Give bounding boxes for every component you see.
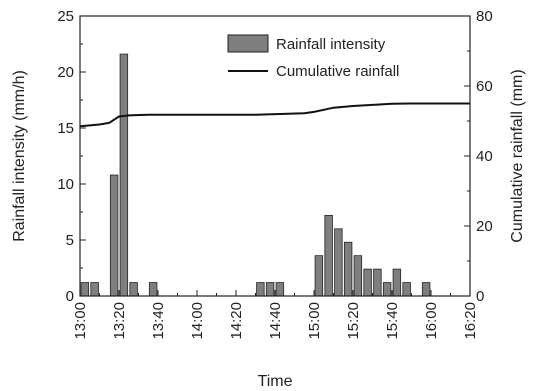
rainfall-intensity-bar bbox=[343, 241, 353, 297]
legend-bar-label: Rainfall intensity bbox=[276, 36, 386, 53]
plot-frame bbox=[79, 15, 471, 297]
y-left-tick-label: 20 bbox=[57, 64, 74, 81]
y-left-tick-label: 5 bbox=[66, 232, 74, 249]
rainfall-intensity-bar bbox=[392, 268, 402, 297]
rainfall-intensity-bar bbox=[402, 282, 411, 297]
rainfall-intensity-bar bbox=[109, 174, 119, 297]
legend-bar-swatch bbox=[227, 34, 269, 53]
y-left-tick-label: 0 bbox=[66, 288, 74, 305]
left-y-axis-title: Rainfall intensity (mm/h) bbox=[11, 70, 28, 242]
rainfall-intensity-bar bbox=[129, 282, 138, 297]
y-right-tick-label: 60 bbox=[476, 78, 493, 95]
rainfall-intensity-bar bbox=[90, 282, 99, 297]
x-tick-label: 15:20 bbox=[345, 302, 362, 340]
x-tick-label: 13:40 bbox=[150, 302, 167, 340]
x-tick-label: 14:00 bbox=[189, 302, 206, 340]
rainfall-intensity-bar bbox=[275, 282, 285, 297]
x-tick-label: 13:00 bbox=[72, 302, 89, 340]
y-left-tick-label: 10 bbox=[57, 176, 74, 193]
right-y-axis-title: Cumulative rainfall (mm) bbox=[509, 69, 526, 242]
y-right-tick-label: 80 bbox=[476, 8, 493, 25]
y-left-tick-label: 25 bbox=[57, 8, 74, 25]
rainfall-intensity-bar bbox=[80, 282, 90, 297]
rainfall-intensity-bar bbox=[373, 268, 382, 297]
rainfall-intensity-bar bbox=[353, 255, 363, 297]
rainfall-intensity-bar bbox=[363, 268, 372, 297]
rainfall-intensity-bar bbox=[382, 282, 392, 297]
legend: Rainfall intensity Cumulative rainfall bbox=[227, 34, 399, 80]
x-tick-label: 14:20 bbox=[228, 302, 245, 340]
rainfall-intensity-bar bbox=[421, 282, 431, 297]
rainfall-intensity-bar bbox=[119, 53, 129, 297]
rainfall-intensity-bar bbox=[314, 255, 324, 297]
x-tick-label: 14:40 bbox=[267, 302, 284, 340]
x-tick-label: 16:20 bbox=[462, 302, 479, 340]
y-right-tick-label: 20 bbox=[476, 218, 493, 235]
y-right-tick-label: 40 bbox=[476, 148, 493, 165]
x-tick-label: 16:00 bbox=[423, 302, 440, 340]
rainfall-intensity-bars bbox=[80, 53, 431, 297]
rainfall-intensity-bar bbox=[334, 228, 343, 297]
tick-marks bbox=[79, 15, 471, 297]
rainfall-intensity-bar bbox=[265, 282, 275, 297]
rainfall-intensity-bar bbox=[324, 214, 333, 297]
y-right-tick-label: 0 bbox=[476, 288, 484, 305]
cumulative-rainfall-line bbox=[79, 102, 470, 128]
rainfall-intensity-bar bbox=[148, 282, 158, 297]
tick-labels: 13:00 13:20 13:40 14:00 14:20 14:40 15:00 15:20… bbox=[57, 8, 492, 340]
x-tick-label: 15:00 bbox=[306, 302, 323, 340]
x-tick-label: 13:20 bbox=[111, 302, 128, 340]
x-tick-label: 15:40 bbox=[384, 302, 401, 340]
legend-line-label: Cumulative rainfall bbox=[276, 63, 399, 80]
x-axis-title: Time bbox=[258, 373, 293, 390]
y-left-tick-label: 15 bbox=[57, 120, 74, 137]
rainfall-intensity-bar bbox=[256, 282, 265, 297]
